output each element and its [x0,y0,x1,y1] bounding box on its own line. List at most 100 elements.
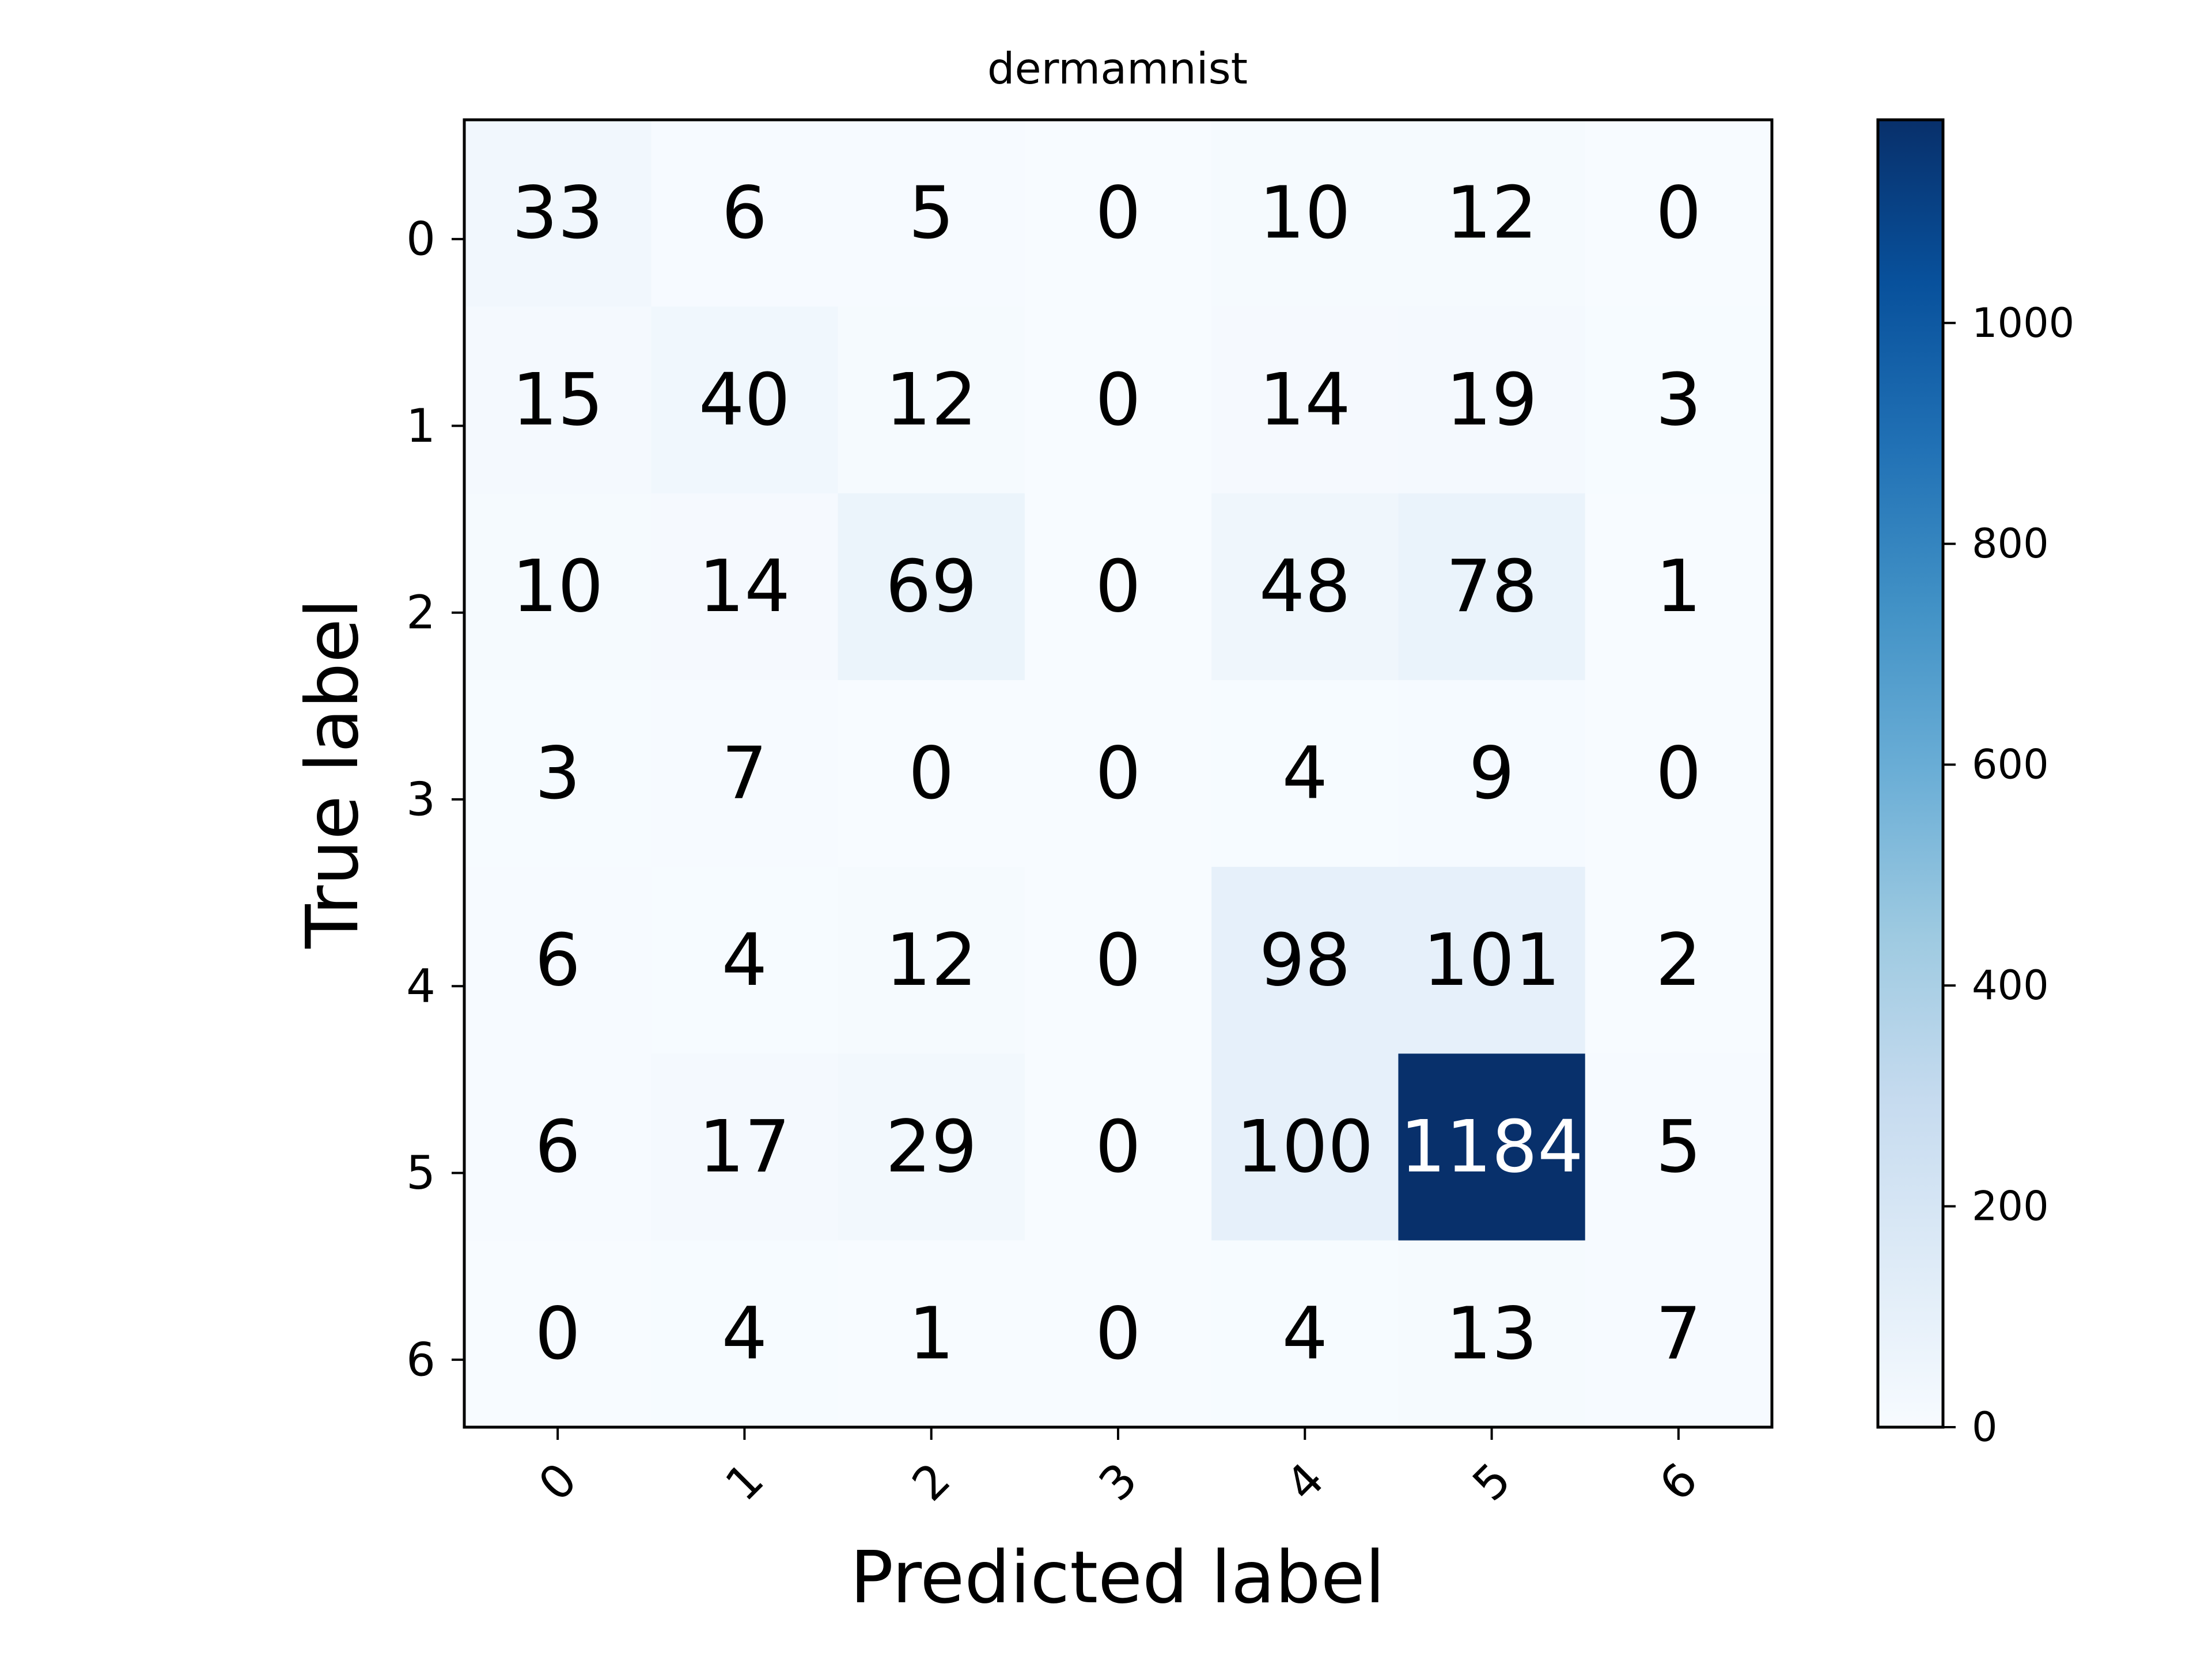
cell-value-r5-c1: 17 [699,1105,790,1189]
heatmap-cell-r1-c5 [1398,306,1586,494]
heatmap-cell-r3-c1 [651,680,839,867]
cell-value-r3-c0: 3 [535,732,581,816]
heatmap-cell-r0-c3 [1024,120,1212,307]
x-tick-label-1: 1 [715,1453,774,1511]
cell-value-r6-c0: 0 [535,1292,581,1375]
cell-value-r1-c2: 12 [885,358,977,442]
cell-value-r4-c0: 6 [535,919,581,1002]
heatmap-cell-r1-c3 [1024,306,1212,494]
heatmap-cell-r4-c2 [838,867,1025,1055]
heatmap-cell-r5-c5 [1398,1053,1586,1241]
colorbar-tick-label-0: 0 [1972,1404,1998,1451]
y-tick-label-4: 4 [406,960,435,1013]
heatmap-cell-r4-c6 [1585,867,1772,1055]
y-tick-label-2: 2 [406,586,435,639]
heatmap-cell-r3-c6 [1585,680,1772,867]
cell-value-r6-c2: 1 [908,1292,955,1375]
colorbar-tick-label-1000: 1000 [1972,299,2074,347]
colorbar-tick-label-200: 200 [1972,1183,2049,1230]
heatmap-cell-r4-c0 [464,867,652,1055]
cell-value-r6-c3: 0 [1095,1292,1141,1375]
heatmap-cell-r2-c6 [1585,493,1772,681]
colorbar [1876,118,1945,1429]
cell-value-r5-c3: 0 [1095,1105,1141,1189]
cell-value-r2-c0: 10 [512,545,604,628]
heatmap-cell-r5-c2 [838,1053,1025,1241]
colorbar-tick-label-400: 400 [1972,962,2049,1009]
cell-value-r1-c0: 15 [512,358,604,442]
heatmap-cell-r1-c2 [838,306,1025,494]
heatmap-cell-r0-c0 [464,120,652,307]
cell-value-r0-c4: 10 [1259,172,1351,255]
cell-value-r5-c5: 1184 [1400,1105,1584,1189]
heatmap-cell-r3-c3 [1024,680,1212,867]
y-tick-label-5: 5 [406,1146,435,1200]
cell-value-r1-c6: 3 [1656,358,1702,442]
cell-value-r4-c3: 0 [1095,919,1141,1002]
heatmap-cell-r2-c2 [838,493,1025,681]
cell-value-r3-c3: 0 [1095,732,1141,816]
heatmap-cell-r3-c2 [838,680,1025,867]
heatmap-cell-r5-c3 [1024,1053,1212,1241]
cell-value-r2-c4: 48 [1259,545,1351,628]
y-tick-label-0: 0 [406,213,435,266]
heatmap-cell-r2-c4 [1211,493,1399,681]
cell-value-r5-c0: 6 [535,1105,581,1189]
heatmap-cell-r6-c2 [838,1240,1025,1428]
cell-value-r0-c5: 12 [1446,172,1537,255]
x-tick-label-3: 3 [1089,1453,1147,1511]
cell-value-r3-c5: 9 [1469,732,1515,816]
heatmap-cell-r5-c4 [1211,1053,1399,1241]
cell-value-r5-c2: 29 [885,1105,977,1189]
heatmap-cell-r6-c5 [1398,1240,1586,1428]
heatmap-cell-r5-c1 [651,1053,839,1241]
chart-title: dermamnist [987,43,1248,94]
cell-value-r4-c6: 2 [1656,919,1702,1002]
y-axis-label: True label [291,598,374,949]
cell-value-r1-c5: 19 [1446,358,1537,442]
heatmap-cell-r6-c3 [1024,1240,1212,1428]
cell-value-r4-c5: 101 [1423,919,1560,1002]
x-axis-label: Predicted label [850,1536,1385,1620]
cell-value-r2-c6: 1 [1656,545,1702,628]
heatmap-cell-r4-c4 [1211,867,1399,1055]
heatmap-cell-r6-c4 [1211,1240,1399,1428]
cell-value-r1-c4: 14 [1259,358,1351,442]
cell-value-r2-c2: 69 [885,545,977,628]
cell-value-r0-c3: 0 [1095,172,1141,255]
cell-value-r0-c0: 33 [512,172,604,255]
colorbar-tick-label-600: 600 [1972,741,2049,788]
x-axis-ticks: 0 1 2 3 4 5 6 [528,1427,1708,1511]
colorbar-tick-label-800: 800 [1972,520,2049,567]
cell-value-r1-c1: 40 [699,358,790,442]
heatmap-cell-r3-c5 [1398,680,1586,867]
heatmap-cell-r5-c6 [1585,1053,1772,1241]
heatmap-cells [464,120,1772,1428]
heatmap-cell-r0-c1 [651,120,839,307]
heatmap-cell-r2-c5 [1398,493,1586,681]
cell-value-r4-c4: 98 [1259,919,1351,1002]
heatmap-cell-r4-c1 [651,867,839,1055]
cell-value-r5-c6: 5 [1656,1105,1702,1189]
heatmap-cell-r1-c1 [651,306,839,494]
cell-value-r3-c1: 7 [722,732,768,816]
cell-value-r6-c5: 13 [1446,1292,1537,1375]
y-tick-label-6: 6 [406,1333,435,1386]
heatmap-cell-r6-c0 [464,1240,652,1428]
cell-value-r2-c5: 78 [1446,545,1537,628]
cell-value-r2-c1: 14 [699,545,790,628]
cell-value-r2-c3: 0 [1095,545,1141,628]
cell-value-r0-c1: 6 [722,172,768,255]
y-axis-ticks: 0 1 2 3 4 5 6 [406,213,464,1386]
heatmap-cell-r1-c4 [1211,306,1399,494]
cell-value-r1-c3: 0 [1095,358,1141,442]
cell-value-r3-c4: 4 [1282,732,1328,816]
heatmap-cell-r2-c3 [1024,493,1212,681]
y-tick-label-3: 3 [406,773,435,826]
heatmap-cell-r2-c1 [651,493,839,681]
cell-value-r5-c4: 100 [1236,1105,1374,1189]
heatmap-cell-r6-c1 [651,1240,839,1428]
heatmap-cell-r6-c6 [1585,1240,1772,1428]
